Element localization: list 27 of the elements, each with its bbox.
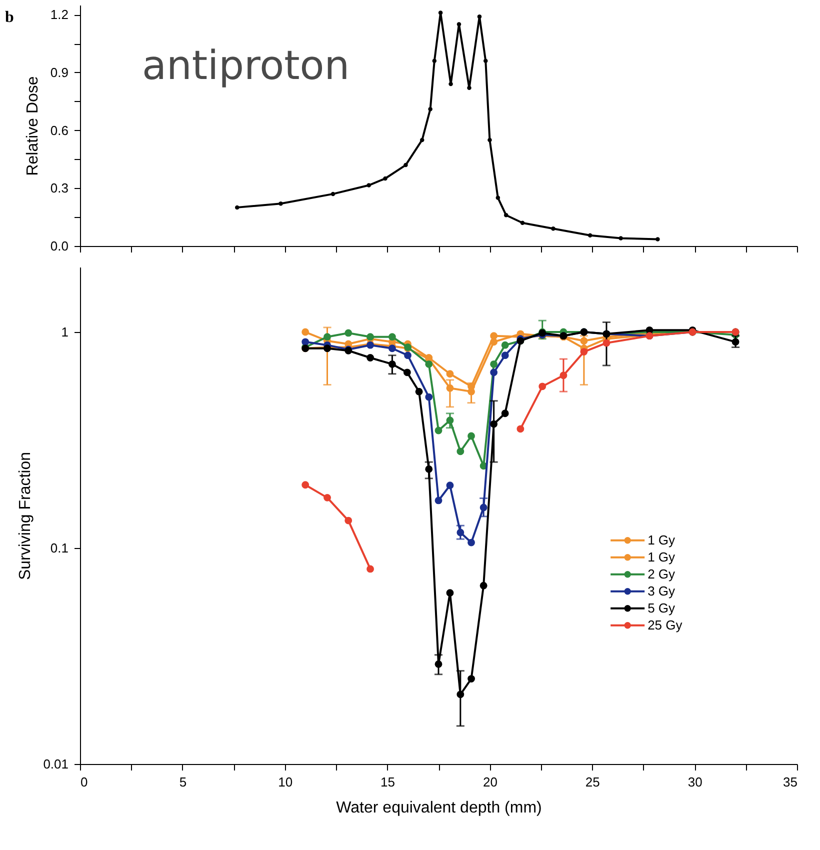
x-tick-label: 5 xyxy=(179,774,187,790)
y-tick-label: 0.0 xyxy=(50,238,68,254)
y-tick-label: 0.3 xyxy=(50,180,68,196)
y-axis-title: Surviving Fraction xyxy=(17,452,34,580)
x-tick-label: 10 xyxy=(278,774,293,790)
y-tick-label: 1 xyxy=(61,324,68,340)
y-tick-label: 0.9 xyxy=(50,64,68,80)
y-axis-title: Relative Dose xyxy=(24,76,42,176)
x-tick-label: 35 xyxy=(783,774,798,790)
x-tick-label: 20 xyxy=(482,774,498,790)
y-tick-label: 0.6 xyxy=(50,122,68,138)
legend-label: 25 Gy xyxy=(648,617,683,632)
legend-label: 1 Gy xyxy=(648,549,676,564)
legend-label: 3 Gy xyxy=(648,583,676,598)
y-tick-label: 0.01 xyxy=(43,756,68,772)
x-tick-label: 25 xyxy=(585,774,600,790)
y-tick-label: 0.1 xyxy=(50,540,68,556)
annotation: antiproton xyxy=(142,43,350,89)
x-tick-label: 30 xyxy=(688,774,702,790)
legend-label: 2 Gy xyxy=(648,566,676,582)
x-axis-title: Water equivalent depth (mm) xyxy=(336,800,542,816)
legend-label: 1 Gy xyxy=(648,532,676,548)
x-tick-label: 15 xyxy=(380,774,396,790)
y-tick-label: 1.2 xyxy=(50,7,68,22)
text: b xyxy=(5,9,14,26)
legend-label: 5 Gy xyxy=(648,600,676,616)
x-tick-label: 0 xyxy=(80,774,88,790)
